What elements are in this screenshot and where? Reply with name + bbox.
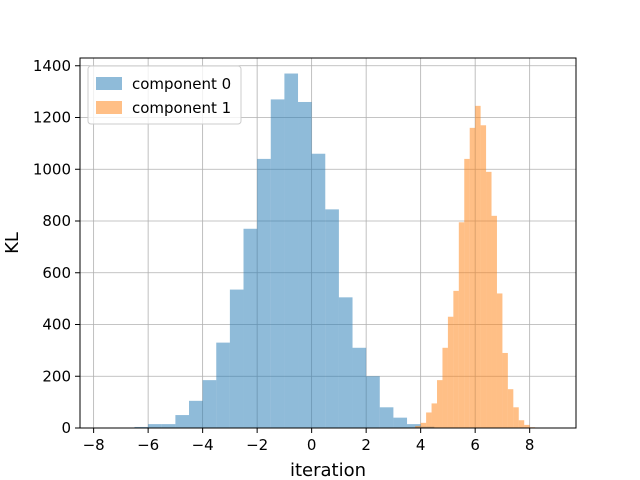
- histogram-bar-series-0: [161, 424, 176, 428]
- histogram-bar-series-1: [420, 422, 427, 428]
- plot-frame: [79, 57, 577, 429]
- histogram-bar-series-0: [257, 158, 271, 428]
- histogram-bar-series-1: [475, 105, 481, 429]
- x-tick-label: −4: [192, 436, 214, 454]
- histogram-bar-series-1: [518, 420, 525, 428]
- histogram-bars: [134, 73, 536, 429]
- histogram-bar-series-1: [447, 316, 454, 428]
- histogram-bar-series-1: [524, 424, 530, 428]
- histogram-bar-series-0: [270, 99, 285, 429]
- histogram-bar-series-0: [202, 380, 217, 428]
- histogram-bar-series-0: [148, 424, 162, 428]
- x-tick-label: 2: [361, 436, 371, 454]
- y-tick-label: 1000: [33, 160, 71, 178]
- histogram-bar-series-1: [426, 412, 432, 428]
- histogram-bar-series-1: [453, 290, 459, 428]
- histogram-bar-series-0: [393, 417, 408, 428]
- histogram-bar-series-1: [491, 215, 497, 428]
- histogram-bar-series-1: [513, 407, 519, 428]
- histogram-bar-series-0: [366, 376, 380, 428]
- y-tick-label: 0: [61, 419, 71, 437]
- legend-label: component 0: [132, 75, 231, 93]
- histogram-bar-series-0: [325, 209, 339, 428]
- legend-label: component 1: [132, 99, 231, 117]
- histogram-bar-series-0: [134, 426, 149, 428]
- histogram-bar-series-0: [352, 347, 367, 428]
- x-axis-ticks: −8 −6 −4 −2 0 2 4 6 8: [83, 428, 535, 454]
- legend-swatch: [96, 101, 122, 114]
- x-axis-label: iteration: [290, 460, 366, 480]
- x-tick-label: 0: [307, 436, 317, 454]
- histogram-bar-series-1: [431, 403, 438, 428]
- y-tick-label: 1200: [33, 109, 71, 127]
- y-tick-label: 800: [42, 212, 71, 230]
- histogram-bar-series-1: [437, 380, 443, 428]
- histogram-bar-series-1: [415, 425, 421, 428]
- x-tick-label: 4: [416, 436, 426, 454]
- x-tick-label: −8: [83, 436, 105, 454]
- histogram-bar-series-0: [175, 415, 190, 428]
- histogram-bar-series-0: [243, 228, 258, 428]
- histogram-bar-series-0: [189, 400, 203, 428]
- legend: component 0 component 1: [87, 65, 242, 125]
- histogram-bar-series-0: [284, 73, 299, 428]
- x-tick-label: 8: [525, 436, 535, 454]
- histogram-bar-series-1: [502, 352, 508, 428]
- histogram-bar-series-1: [464, 158, 470, 428]
- x-tick-label: −6: [137, 436, 159, 454]
- histogram-bar-series-1: [442, 347, 448, 428]
- histogram-bar-series-0: [407, 424, 421, 428]
- histogram-bar-series-1: [469, 127, 476, 428]
- histogram-bar-series-0: [338, 297, 353, 428]
- x-tick-label: −2: [246, 436, 268, 454]
- x-tick-label: 6: [470, 436, 480, 454]
- histogram-bar-series-0: [311, 153, 326, 429]
- y-axis-label: KL: [2, 232, 23, 254]
- histogram-bar-series-0: [379, 407, 394, 428]
- legend-box: [87, 65, 242, 125]
- y-tick-label: 1400: [33, 57, 71, 75]
- histogram-bar-series-1: [486, 171, 492, 428]
- legend-swatch: [96, 77, 122, 90]
- y-axis-ticks: 0 200 400 600 800 1000 1200 1400: [33, 57, 80, 437]
- histogram-bar-series-1: [496, 293, 503, 428]
- y-tick-label: 600: [42, 264, 71, 282]
- histogram-bar-series-1: [507, 389, 514, 428]
- y-tick-label: 400: [42, 316, 71, 334]
- y-tick-label: 200: [42, 367, 71, 385]
- histogram-bar-series-1: [458, 222, 465, 428]
- histogram-bar-series-0: [229, 289, 244, 428]
- histogram-bar-series-0: [298, 101, 312, 428]
- histogram-bar-series-1: [480, 125, 487, 428]
- histogram-bar-series-0: [216, 342, 230, 428]
